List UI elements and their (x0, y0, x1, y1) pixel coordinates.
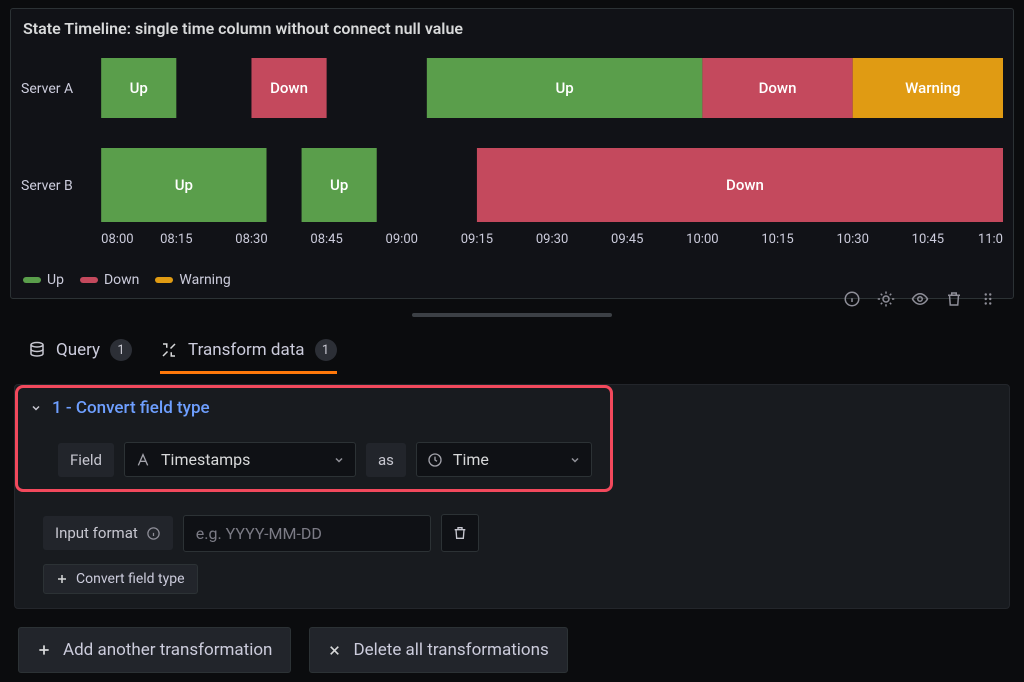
transform-title: 1 - Convert field type (52, 398, 210, 418)
tab-query[interactable]: Query 1 (28, 339, 132, 374)
legend-label: Warning (179, 272, 230, 288)
svg-text:Up: Up (330, 176, 348, 194)
svg-text:Down: Down (726, 176, 764, 194)
svg-text:10:30: 10:30 (836, 232, 868, 247)
info-icon[interactable] (146, 526, 161, 541)
transform-icon (160, 341, 178, 359)
add-convert-row-button[interactable]: Convert field type (43, 564, 198, 594)
legend-swatch (155, 277, 173, 283)
tab-transform-label: Transform data (188, 340, 305, 360)
chevron-down-icon (333, 454, 345, 466)
plus-icon (37, 643, 51, 657)
type-select[interactable]: Time (416, 442, 592, 477)
svg-text:11:0: 11:0 (978, 232, 1003, 247)
tutorial-highlight: 1 - Convert field type Field Timestamps … (15, 385, 613, 492)
clock-icon (427, 452, 443, 468)
drag-handle-icon[interactable] (979, 290, 997, 308)
svg-text:08:00: 08:00 (101, 232, 133, 247)
svg-text:Down: Down (759, 79, 797, 97)
state-timeline-chart: Server A Server B Up Down Up Down Warning Up Up D… (21, 48, 1003, 268)
svg-text:10:15: 10:15 (761, 232, 793, 247)
svg-text:08:45: 08:45 (310, 232, 342, 247)
close-icon (328, 644, 341, 657)
svg-text:Up: Up (175, 176, 193, 194)
tab-query-label: Query (56, 340, 100, 360)
chevron-down-icon[interactable] (30, 402, 42, 414)
input-format-field[interactable]: e.g. YYYY-MM-DD (183, 515, 431, 552)
svg-text:08:30: 08:30 (235, 232, 267, 247)
svg-text:09:30: 09:30 (536, 232, 568, 247)
svg-text:10:00: 10:00 (686, 232, 718, 247)
legend-label: Down (104, 272, 139, 288)
text-icon (135, 452, 151, 468)
info-icon[interactable] (843, 290, 861, 308)
field-label: Field (58, 443, 114, 477)
svg-text:Server A: Server A (21, 81, 73, 97)
svg-text:09:45: 09:45 (611, 232, 643, 247)
legend: Up Down Warning (23, 272, 1003, 288)
panel-title: State Timeline: single time column witho… (23, 19, 1003, 38)
input-format-label: Input format (43, 516, 173, 550)
plus-icon (56, 573, 68, 585)
svg-text:Up: Up (555, 79, 573, 97)
field-select[interactable]: Timestamps (124, 442, 356, 477)
type-select-value: Time (453, 450, 489, 469)
svg-text:Warning: Warning (905, 79, 960, 97)
transform-card: 1 - Convert field type Field Timestamps … (14, 384, 1010, 609)
field-select-value: Timestamps (161, 450, 250, 469)
tab-query-count: 1 (110, 339, 132, 361)
tab-bar: Query 1 Transform data 1 (0, 317, 1024, 374)
svg-text:09:00: 09:00 (386, 232, 418, 247)
delete-transformations-button[interactable]: Delete all transformations (309, 627, 567, 673)
as-label: as (366, 443, 406, 477)
database-icon (28, 341, 46, 359)
clear-row-button[interactable] (441, 514, 479, 552)
legend-swatch (23, 277, 41, 283)
legend-item[interactable]: Warning (155, 272, 230, 288)
debug-icon[interactable] (877, 290, 895, 308)
add-transformation-button[interactable]: Add another transformation (18, 627, 291, 673)
trash-icon (452, 525, 468, 541)
legend-item[interactable]: Up (23, 272, 64, 288)
transform-toolbar (843, 290, 997, 308)
timeline-panel: State Timeline: single time column witho… (10, 8, 1014, 299)
svg-text:09:15: 09:15 (461, 232, 493, 247)
legend-label: Up (47, 272, 64, 288)
svg-text:Up: Up (130, 79, 148, 97)
legend-swatch (80, 277, 98, 283)
eye-icon[interactable] (911, 290, 929, 308)
svg-text:Down: Down (270, 79, 308, 97)
chevron-down-icon (569, 454, 581, 466)
svg-text:Server B: Server B (21, 178, 73, 194)
tab-transform-count: 1 (315, 339, 337, 361)
trash-icon[interactable] (945, 290, 963, 308)
tab-transform[interactable]: Transform data 1 (160, 339, 337, 374)
svg-text:10:45: 10:45 (912, 232, 944, 247)
legend-item[interactable]: Down (80, 272, 139, 288)
svg-text:08:15: 08:15 (160, 232, 192, 247)
